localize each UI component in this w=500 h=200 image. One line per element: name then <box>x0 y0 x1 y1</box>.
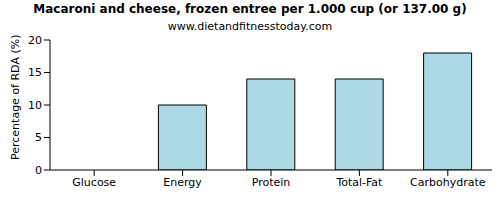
svg-text:Protein: Protein <box>252 176 291 189</box>
svg-text:0: 0 <box>35 164 42 177</box>
svg-text:Carbohydrate: Carbohydrate <box>410 176 486 189</box>
svg-text:Total-Fat: Total-Fat <box>335 176 383 189</box>
svg-text:Percentage of RDA (%): Percentage of RDA (%) <box>9 35 22 160</box>
html-text:Macaroni and cheese, frozen en: Macaroni and cheese, frozen entree per 1… <box>33 2 467 16</box>
svg-text:Energy: Energy <box>163 176 202 189</box>
svg-text:20: 20 <box>28 34 42 47</box>
svg-text:10: 10 <box>28 99 42 112</box>
svg-text:Glucose: Glucose <box>72 176 116 189</box>
html-text:www.dietandfitnesstoday.com: www.dietandfitnesstoday.com <box>167 20 333 33</box>
svg-text:15: 15 <box>28 66 42 79</box>
svg-text:5: 5 <box>35 131 42 144</box>
